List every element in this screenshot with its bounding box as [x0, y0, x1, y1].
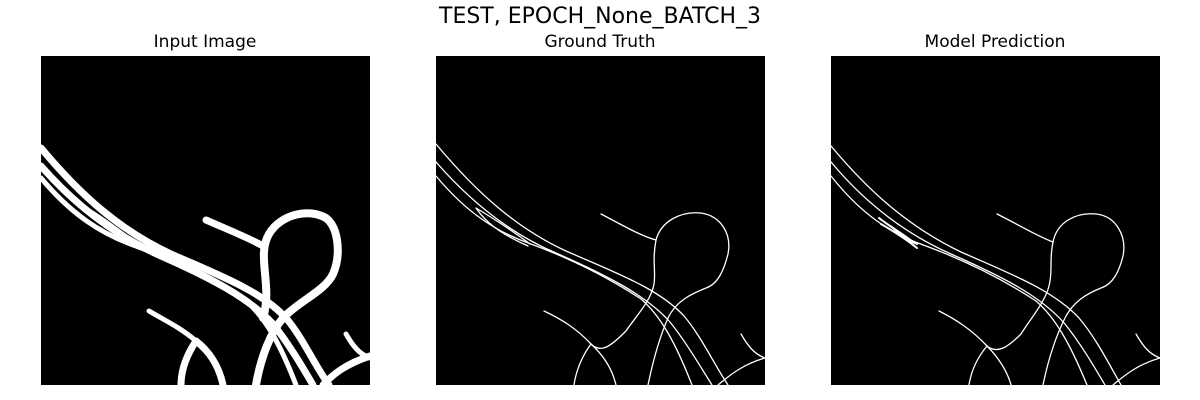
panel-title-input-image: Input Image: [153, 32, 257, 52]
panel-title-ground-truth: Ground Truth: [544, 32, 656, 52]
figure-title: TEST, EPOCH_None_BATCH_3: [439, 4, 761, 29]
ground-truth-edges: [436, 56, 765, 385]
panel-title-model-prediction: Model Prediction: [924, 32, 1066, 52]
model-prediction-panel: [831, 56, 1160, 385]
ground-truth-panel: [436, 56, 765, 385]
input-road-mask: [41, 56, 370, 385]
input-image-panel: [41, 56, 370, 385]
model-prediction-edges: [831, 56, 1160, 385]
